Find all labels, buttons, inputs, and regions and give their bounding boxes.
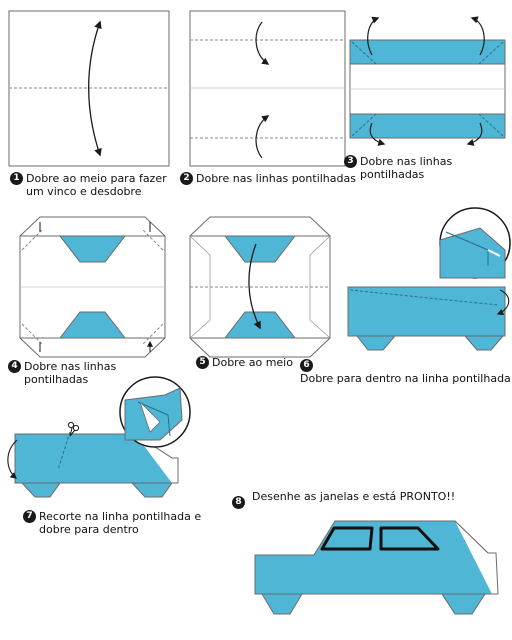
step2-paper xyxy=(189,10,346,167)
step3-dash-corners-top xyxy=(351,41,504,65)
step3-arrow-tl xyxy=(367,16,380,56)
step-number-badge: 1 xyxy=(10,172,23,185)
step5-caption-line1: Dobre ao meio xyxy=(212,356,293,369)
step-number-badge: 2 xyxy=(180,172,193,185)
step3-band-bottom xyxy=(349,113,506,139)
step8-figure xyxy=(254,520,499,615)
step-number-badge: 3 xyxy=(344,155,357,168)
step-number-badge: 4 xyxy=(8,360,21,373)
step8-car-body xyxy=(254,520,493,595)
step7-arrow xyxy=(7,439,18,479)
step2-figure xyxy=(189,10,346,167)
step6-caption: 6Dobre para dentro na linha pontilhada xyxy=(300,359,512,385)
step4-arrows xyxy=(39,222,150,352)
step7-wheel-left xyxy=(20,482,61,498)
step1-caption-line1: Dobre ao meio para fazer xyxy=(26,172,167,185)
step8-caption-line1: Desenhe as janelas e está PRONTO!! xyxy=(252,490,456,503)
step7-caption: 7 Recorte na linha pontilhada e dobre para… xyxy=(23,510,201,536)
step3-band-top xyxy=(349,39,506,65)
step-number-badge: 6 xyxy=(300,359,313,372)
step6-arrow xyxy=(496,289,510,315)
step7-wheel-right xyxy=(130,482,173,498)
step-number-badge: 7 xyxy=(23,510,36,523)
step3-caption-line2: pontilhadas xyxy=(360,168,425,181)
step8-window-front xyxy=(320,526,374,551)
step4-caption-line2: pontilhadas xyxy=(24,373,89,386)
step7-dash-cut xyxy=(57,431,71,471)
step7-figure xyxy=(7,376,191,498)
step3-arrow-br xyxy=(466,122,483,146)
step7-caption-line2: dobre para dentro xyxy=(39,523,139,536)
step4-figure xyxy=(19,216,166,358)
step6-caption-line1: Dobre para dentro na linha pontilhada xyxy=(300,372,511,385)
step1-caption: 1 Dobre ao meio para fazer um vinco e desd… xyxy=(10,172,167,198)
step8-wheel-right xyxy=(441,593,486,615)
step3-dash-corners-bottom xyxy=(351,113,504,137)
step7-caption-line1: Recorte na linha pontilhada e xyxy=(39,510,202,523)
step4-caption-line1: Dobre nas linhas xyxy=(24,360,117,373)
step1-figure xyxy=(8,10,170,167)
step3-arrow-bl xyxy=(369,122,386,146)
step3-arrow-tr xyxy=(470,16,485,56)
step6-body xyxy=(347,286,506,337)
step-number-badge: 8 xyxy=(232,496,245,509)
step2-caption-line1: Dobre nas linhas pontilhadas xyxy=(196,172,356,185)
step3-figure xyxy=(349,16,506,146)
step2-arrow-bottom xyxy=(255,115,270,159)
step5-caption: 5 Dobre ao meio xyxy=(196,356,293,369)
step4-trap-top xyxy=(58,235,127,263)
step3-caption: 3 Dobre nas linhas pontilhadas xyxy=(344,155,452,181)
step7-zoom-detail xyxy=(124,387,183,441)
step5-fold-arrow xyxy=(248,243,261,330)
step3-caption-line1: Dobre nas linhas xyxy=(360,155,453,168)
step8-wheel-left xyxy=(261,593,303,615)
step1-fold-arrow xyxy=(88,20,102,157)
step1-caption-line2: um vinco e desdobre xyxy=(26,185,142,198)
step6-zoom-detail xyxy=(439,227,506,279)
step4-trap-bottom xyxy=(58,311,127,339)
step8-window-rear xyxy=(379,526,440,551)
step5-figure xyxy=(189,216,331,358)
step6-wheel-right xyxy=(463,335,505,351)
step-number-badge: 5 xyxy=(196,356,209,369)
step6-wheel-left xyxy=(355,335,397,351)
step2-arrow-top xyxy=(255,21,270,65)
step6-figure xyxy=(347,207,511,351)
step2-caption: 2 Dobre nas linhas pontilhadas xyxy=(180,172,356,185)
scissors-icon xyxy=(67,421,80,437)
step8-caption: 8 Desenhe as janelas e está PRONTO!! xyxy=(232,490,455,509)
step4-caption: 4 Dobre nas linhas pontilhadas xyxy=(8,360,116,386)
